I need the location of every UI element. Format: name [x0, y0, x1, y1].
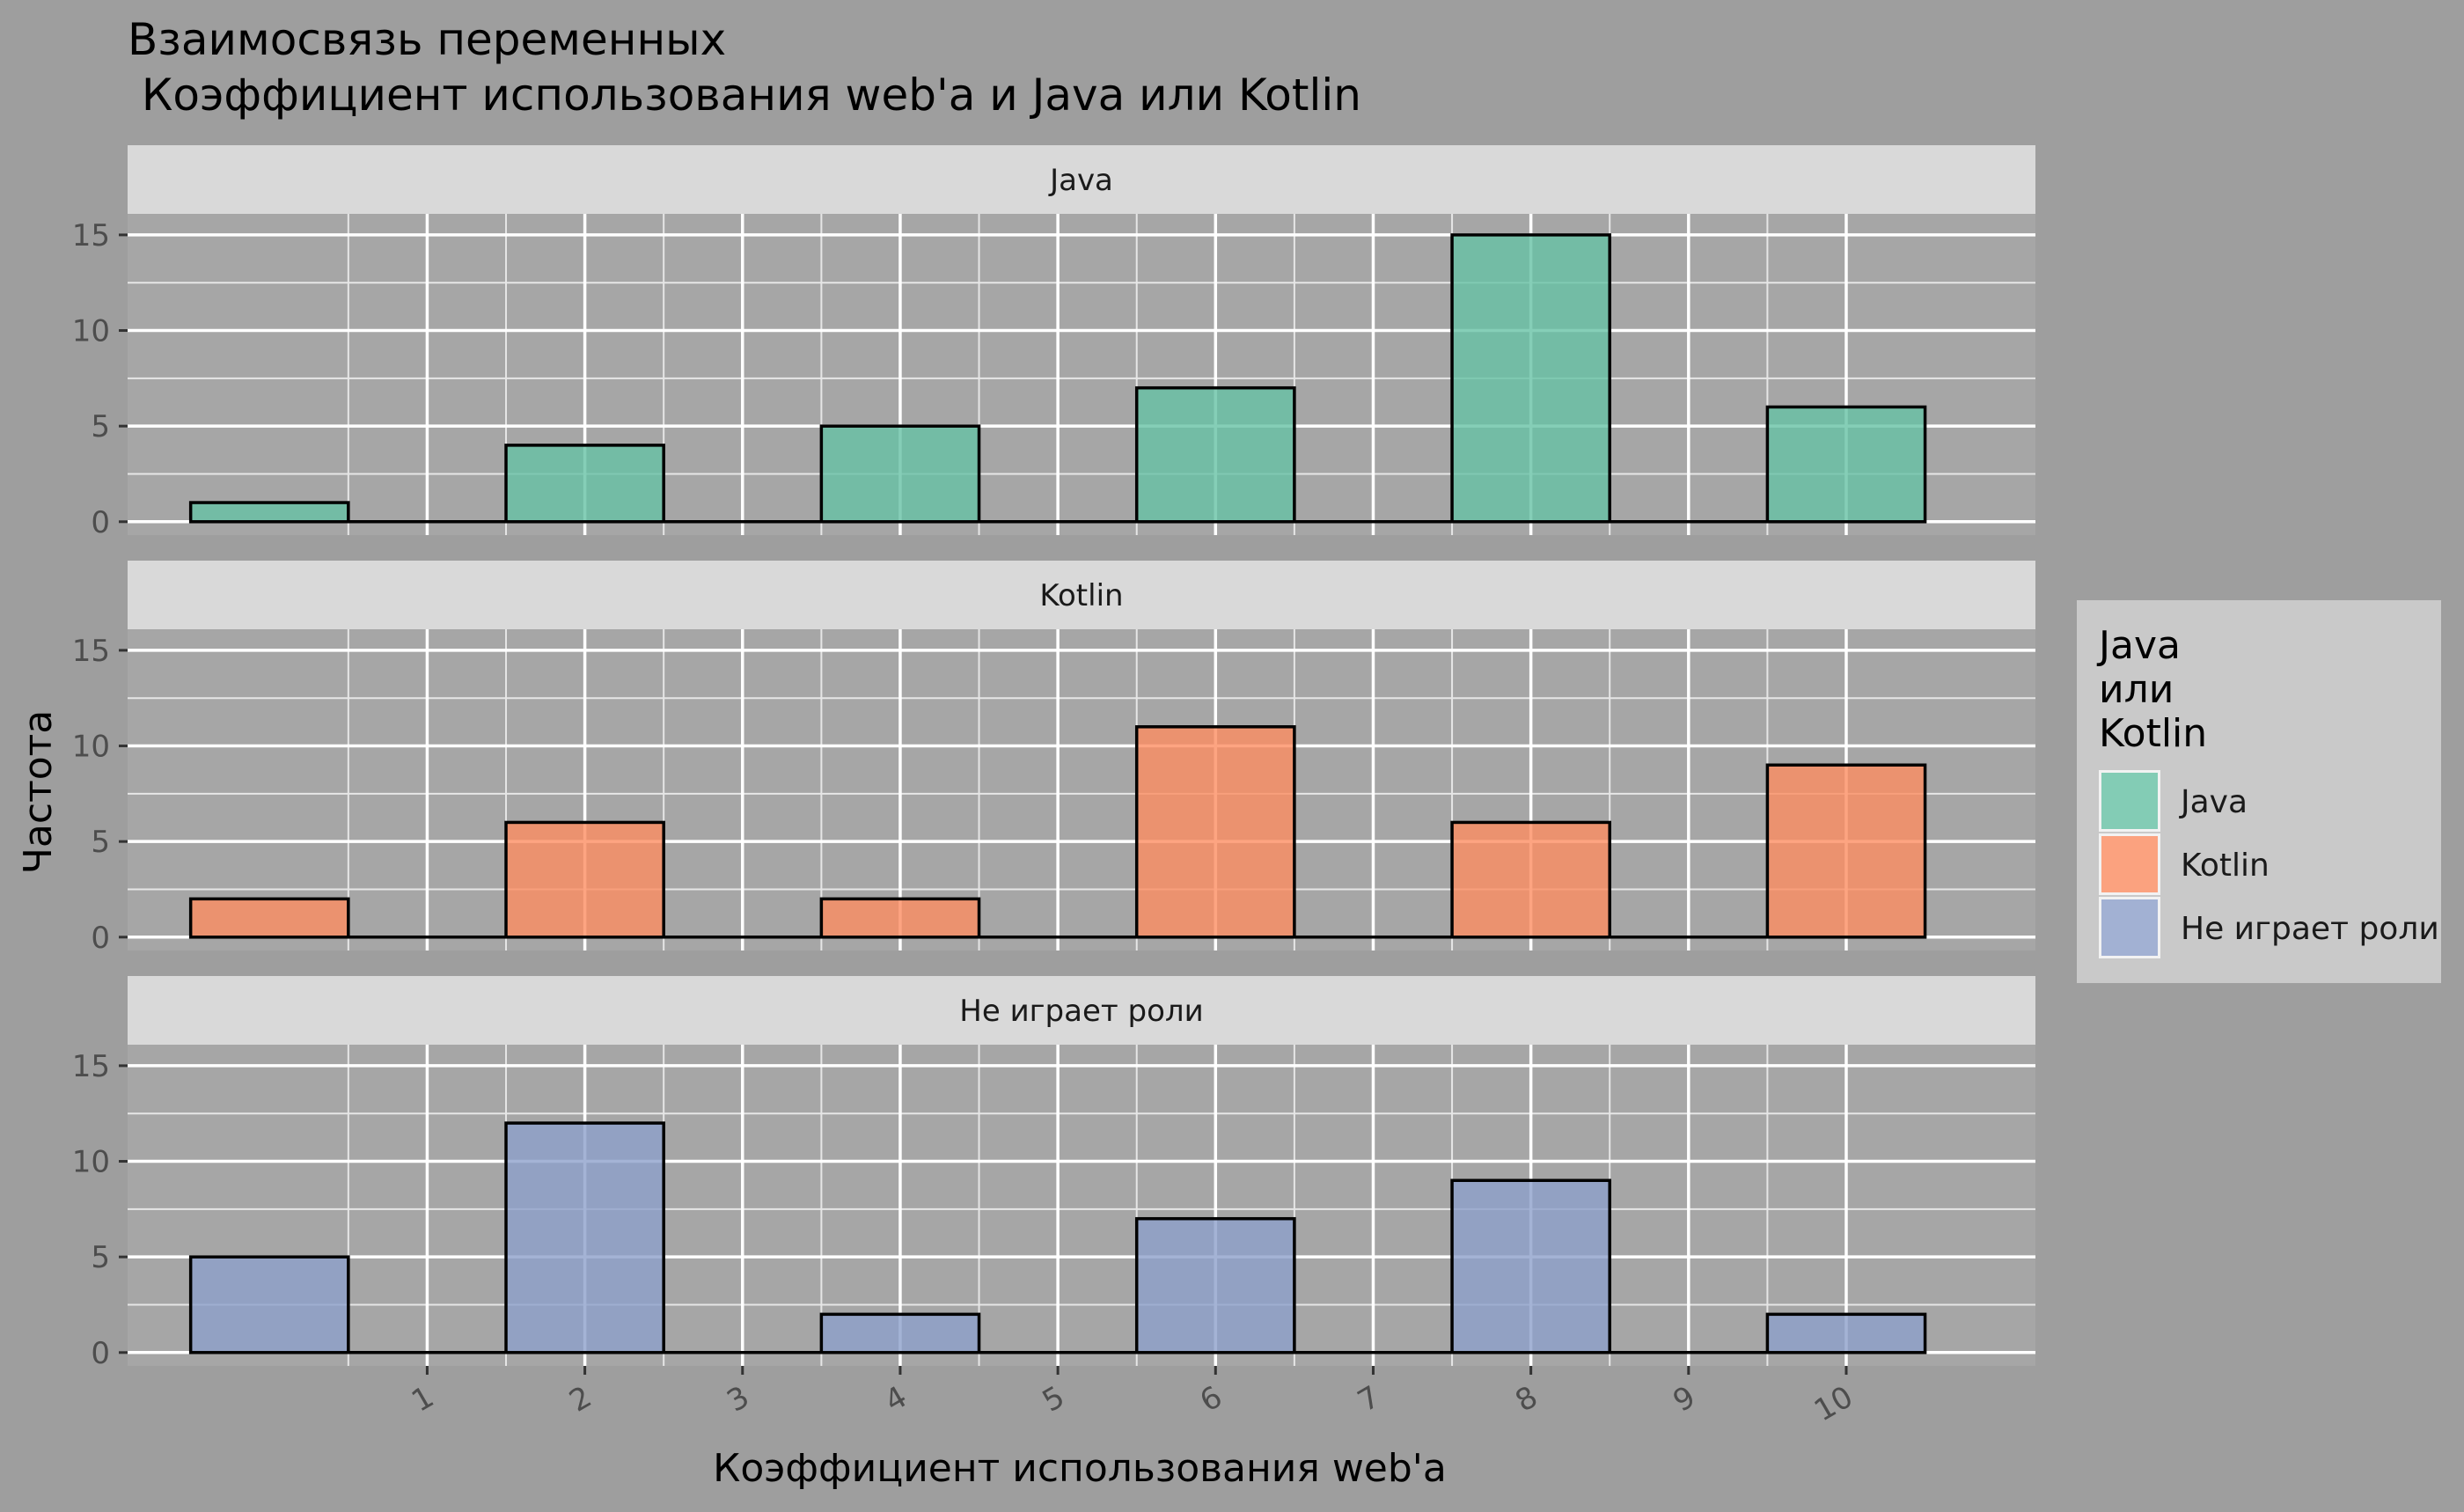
bar-Kotlin-10 — [1765, 763, 1927, 939]
y-tick-label: 15 — [72, 1049, 110, 1084]
facet-strip-label: Kotlin — [1039, 578, 1123, 613]
y-tick-label: 15 — [72, 218, 110, 253]
legend-key-swatch — [2101, 899, 2158, 956]
chart-title-line-1: Взаимосвязь переменных — [128, 14, 726, 65]
facet-strip-label: Не играет роли — [959, 994, 1203, 1029]
y-tick-label: 15 — [72, 634, 110, 669]
legend-title-line: Java — [2096, 623, 2181, 668]
x-axis-title: Коэффициент использования web'a — [713, 1446, 1447, 1491]
y-tick-label: 10 — [72, 314, 110, 349]
bar-Java-0 — [188, 501, 350, 524]
bar-Kotlin-0 — [188, 897, 350, 939]
y-tick-label: 5 — [91, 825, 110, 860]
panel-background — [128, 1045, 2035, 1366]
bar-Kotlin-2 — [504, 820, 665, 939]
bar-Не играет роли-2 — [504, 1121, 665, 1354]
y-tick-label: 0 — [91, 505, 110, 540]
bar-Kotlin-6 — [1134, 725, 1296, 939]
legend-label: Не играет роли — [2181, 911, 2439, 947]
facet-panels: Java 0 5 10 15 Kotlin 0 5 10 15 Не играет роли 0 5 10… — [72, 145, 2035, 1371]
bar-Не играет роли-0 — [188, 1255, 350, 1354]
y-tick-label: 0 — [91, 1336, 110, 1371]
facet-strip — [128, 976, 2035, 1045]
legend-key-swatch — [2101, 773, 2158, 829]
y-tick-label: 5 — [91, 409, 110, 444]
chart-title-line-2: Коэффициент использования web'a и Java и… — [128, 70, 1361, 121]
bar-Kotlin-8 — [1450, 820, 1611, 939]
bar-Java-10 — [1765, 405, 1927, 524]
bar-Java-2 — [504, 444, 665, 524]
bar-Не играет роли-8 — [1450, 1178, 1611, 1354]
y-tick-label: 5 — [91, 1240, 110, 1275]
legend-key-swatch — [2101, 836, 2158, 892]
bar-Не играет роли-4 — [819, 1312, 981, 1354]
y-axis-title: Частота — [16, 710, 61, 874]
bar-Java-4 — [819, 424, 981, 524]
panel-background — [128, 629, 2035, 951]
y-tick-label: 0 — [91, 921, 110, 956]
y-tick-label: 10 — [72, 730, 110, 765]
bar-Не играет роли-6 — [1134, 1216, 1296, 1354]
bar-Не играет роли-10 — [1765, 1312, 1927, 1354]
legend-title-line: или — [2099, 667, 2174, 712]
legend-label: Kotlin — [2181, 848, 2270, 884]
facet-strip — [128, 561, 2035, 629]
bar-Kotlin-4 — [819, 897, 981, 939]
legend-label: Java — [2179, 784, 2248, 820]
facet-strip-label: Java — [1048, 163, 1113, 198]
panel-background — [128, 214, 2035, 535]
bar-Java-8 — [1450, 233, 1611, 524]
bar-Java-6 — [1134, 385, 1296, 524]
legend-title-line: Kotlin — [2099, 711, 2207, 756]
facet-strip — [128, 145, 2035, 214]
y-tick-label: 10 — [72, 1145, 110, 1180]
